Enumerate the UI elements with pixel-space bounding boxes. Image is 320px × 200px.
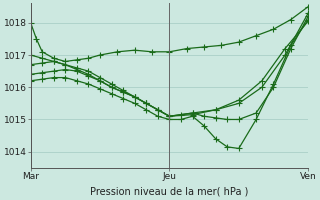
X-axis label: Pression niveau de la mer( hPa ): Pression niveau de la mer( hPa ) (90, 187, 249, 197)
